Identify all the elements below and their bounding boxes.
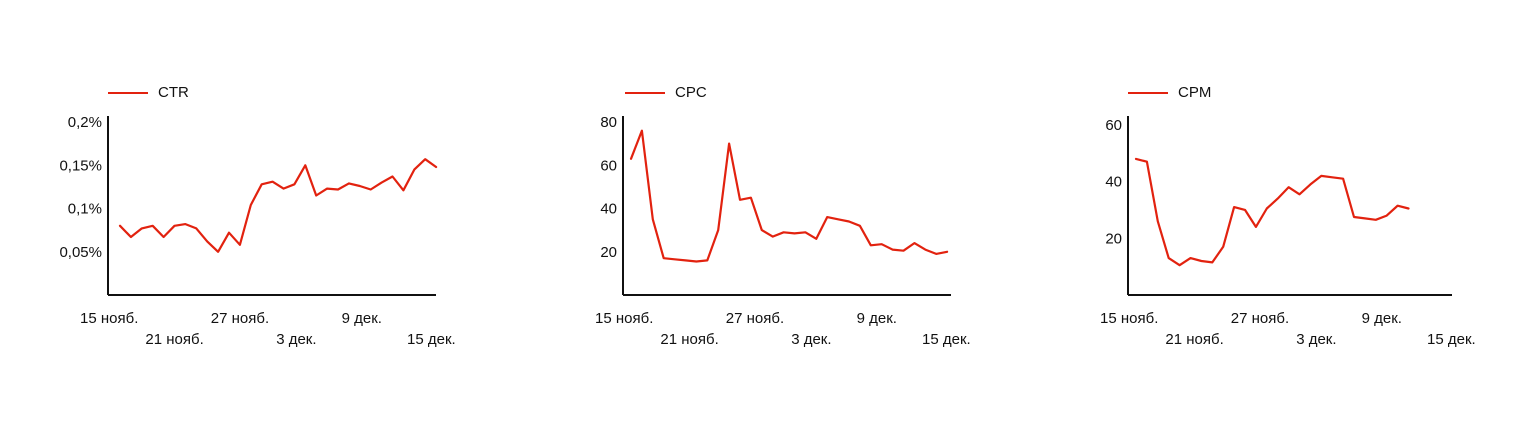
- legend-line-swatch: [625, 91, 665, 94]
- y-tick-label: 40: [600, 201, 617, 218]
- x-tick-label: 27 нояб.: [1231, 310, 1289, 327]
- legend-label: CPC: [675, 84, 707, 101]
- x-tick-label: 9 дек.: [342, 310, 382, 327]
- x-tick-label: 21 нояб.: [1165, 331, 1223, 348]
- x-tick-label: 15 нояб.: [595, 310, 653, 327]
- x-tick-label: 3 дек.: [1296, 331, 1336, 348]
- series-line: [118, 158, 438, 253]
- x-tick-label: 27 нояб.: [726, 310, 784, 327]
- legend-line-swatch: [108, 91, 148, 94]
- chart-svg: 0,05% 0,1% 0,15% 0,2% 15 нояб. 21 нояб. 27 ноя…: [59, 114, 456, 348]
- legend-label: CPM: [1178, 84, 1212, 101]
- cpc-chart: CPC 20 40 60 80 15 нояб. 21 нояб. 27 нояб. 3 де…: [575, 0, 995, 432]
- y-tick-label: 40: [1105, 174, 1122, 191]
- y-tick-label: 0,05%: [59, 244, 102, 261]
- ctr-chart: CTR 0,05% 0,1% 0,15% 0,2% 15 нояб. 21 нояб. 27…: [59, 0, 480, 432]
- x-tick-label: 27 нояб.: [211, 310, 269, 327]
- legend: CPC: [625, 84, 707, 101]
- y-tick-label: 60: [1105, 117, 1122, 134]
- y-tick-label: 80: [600, 114, 617, 131]
- x-tick-label: 15 дек.: [922, 331, 971, 348]
- x-tick-label: 9 дек.: [857, 310, 897, 327]
- series-line: [629, 129, 949, 263]
- legend: CPM: [1128, 84, 1211, 101]
- y-tick-label: 0,2%: [68, 114, 102, 131]
- legend-label: CTR: [158, 84, 189, 101]
- x-tick-label: 3 дек.: [791, 331, 831, 348]
- legend: CTR: [108, 84, 189, 101]
- y-tick-label: 20: [600, 244, 617, 261]
- x-tick-label: 15 дек.: [407, 331, 456, 348]
- x-tick-label: 21 нояб.: [660, 331, 718, 348]
- x-tick-label: 3 дек.: [276, 331, 316, 348]
- y-tick-label: 60: [600, 157, 617, 174]
- y-tick-label: 0,1%: [68, 201, 102, 218]
- x-tick-label: 15 нояб.: [80, 310, 138, 327]
- y-tick-label: 0,15%: [59, 157, 102, 174]
- chart-svg: 20 40 60 80 15 нояб. 21 нояб. 27 нояб. 3 дек. 9 …: [595, 114, 971, 348]
- x-tick-label: 21 нояб.: [145, 331, 203, 348]
- chart-svg: 20 40 60 15 нояб. 21 нояб. 27 нояб. 3 дек. 9 де…: [1100, 116, 1476, 348]
- x-tick-label: 15 дек.: [1427, 331, 1476, 348]
- x-tick-label: 9 дек.: [1362, 310, 1402, 327]
- x-tick-label: 15 нояб.: [1100, 310, 1158, 327]
- y-tick-label: 20: [1105, 230, 1122, 247]
- series-line: [1134, 157, 1410, 267]
- cpm-chart: CPM 20 40 60 15 нояб. 21 нояб. 27 нояб. 3 дек.…: [1078, 0, 1498, 432]
- legend-line-swatch: [1128, 91, 1168, 94]
